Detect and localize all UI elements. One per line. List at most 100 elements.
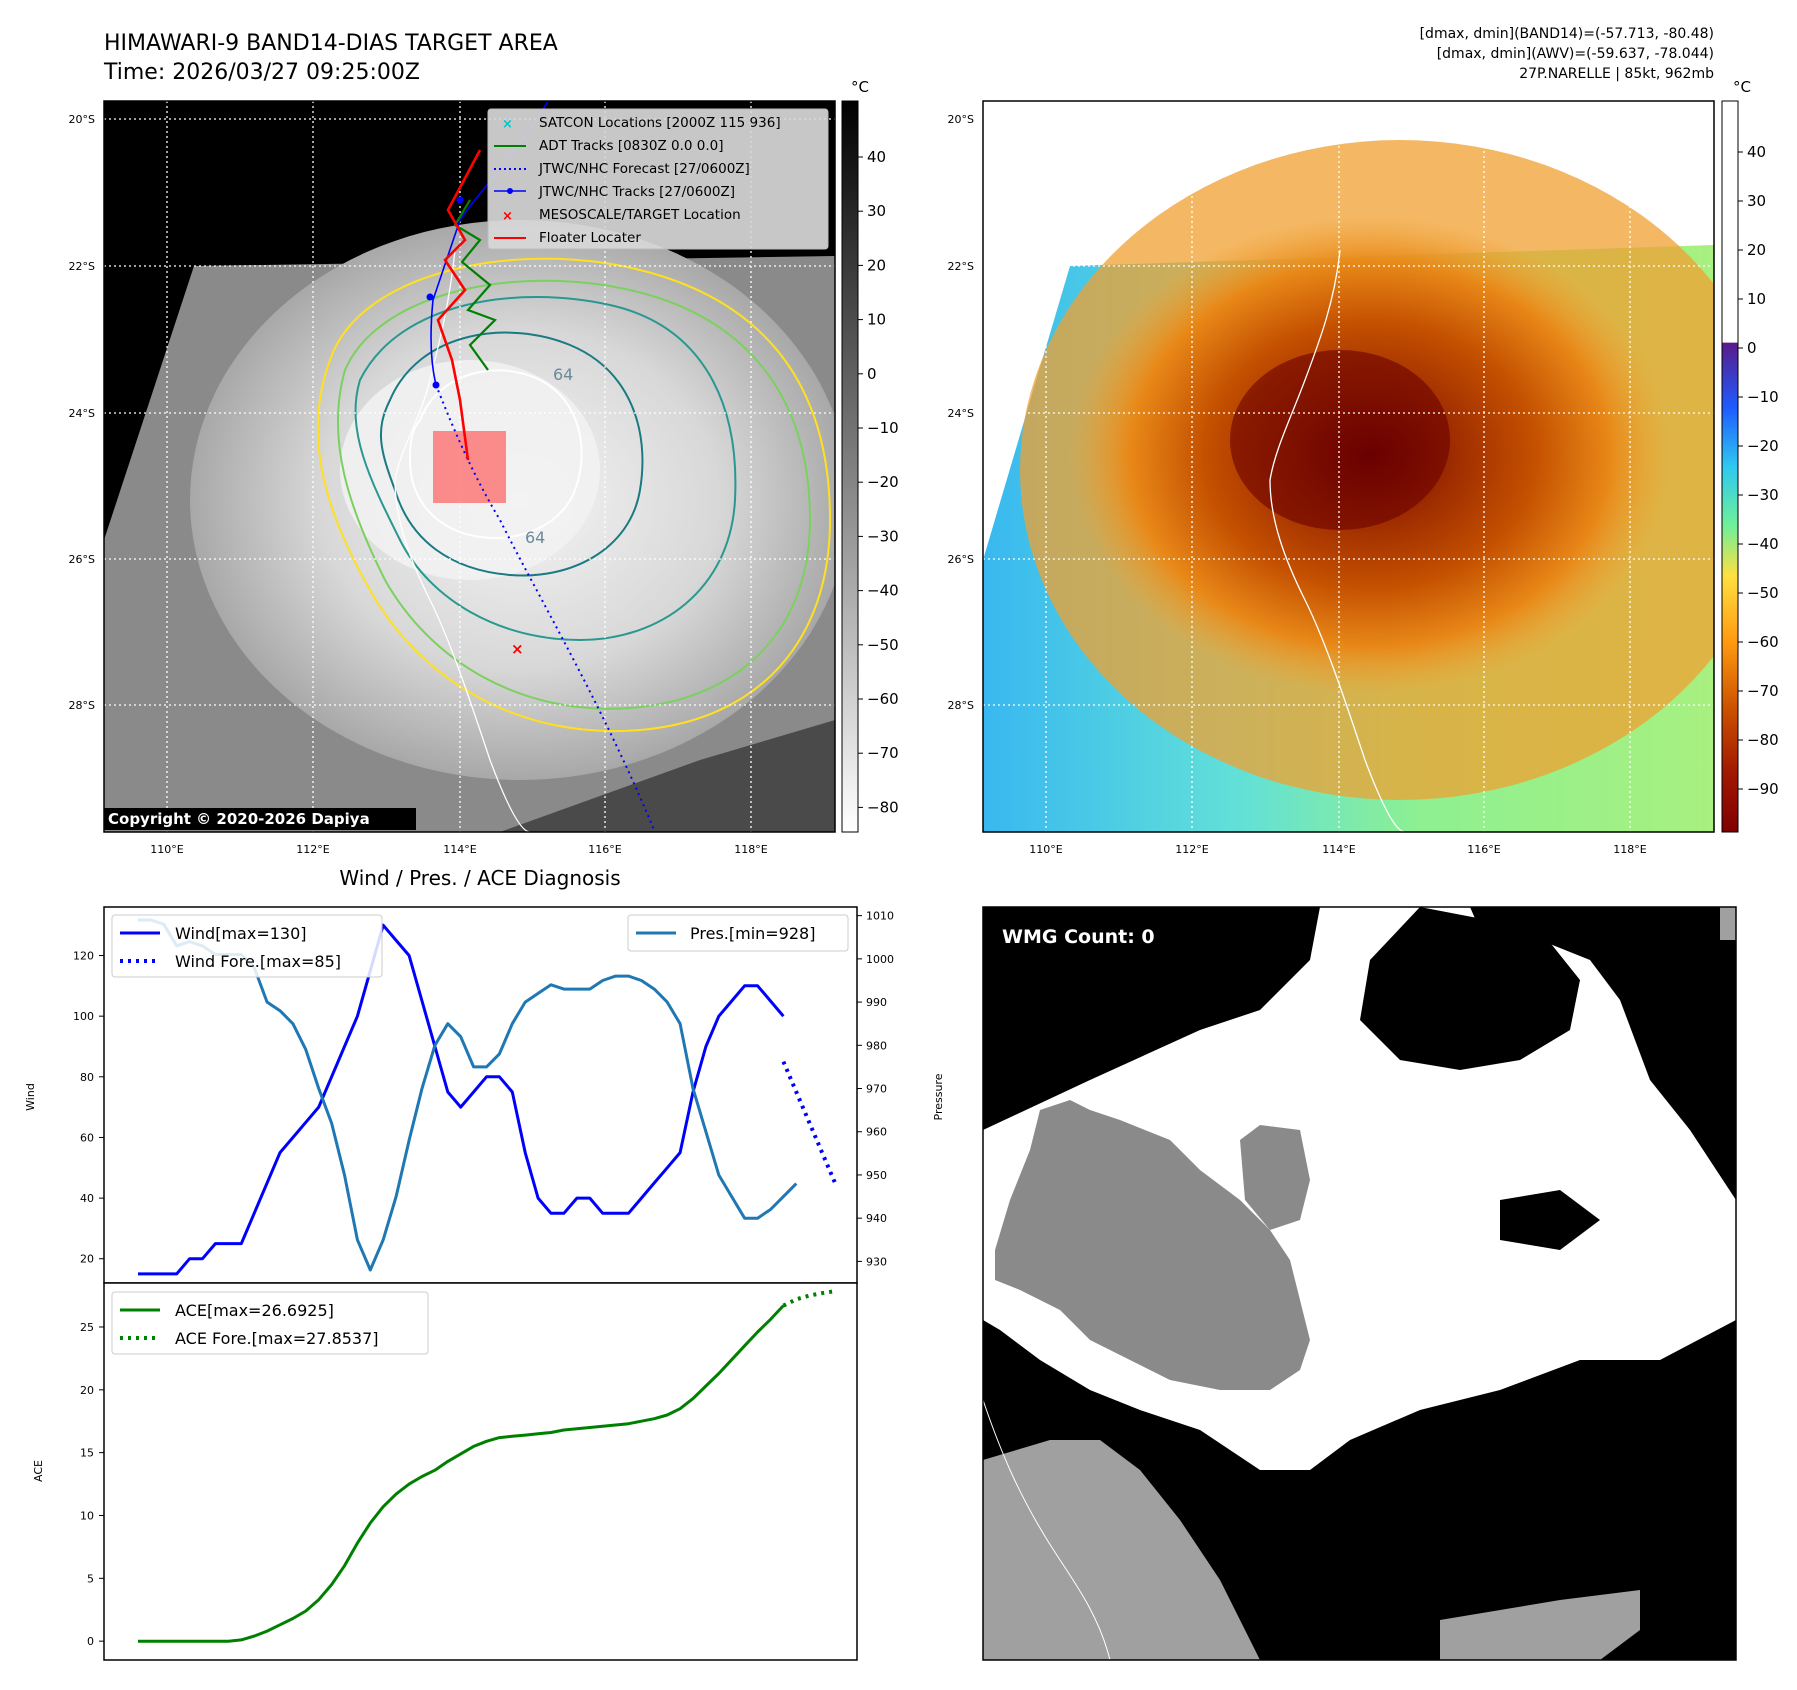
wind-tick-label: 20 bbox=[80, 1253, 94, 1266]
legend-pres-label: Pres.[min=928] bbox=[690, 924, 815, 943]
colorbar2-tick-label: −40 bbox=[1747, 535, 1779, 553]
jtwc-forecast-line bbox=[435, 384, 656, 832]
colorbar2-tick-label: 30 bbox=[1747, 192, 1766, 210]
colorbar2-tick-label: −90 bbox=[1747, 780, 1779, 798]
map1-lat-label: 26°S bbox=[69, 553, 95, 566]
pres-tick-label: 1010 bbox=[866, 910, 894, 923]
map2-lon-labels: 110°E 112°E 114°E 116°E 118°E bbox=[1029, 843, 1646, 856]
wmg-gray-region-southeast bbox=[1440, 1590, 1640, 1660]
pres-tick-label: 930 bbox=[866, 1255, 887, 1268]
legend-label-forecast: JTWC/NHC Forecast [27/0600Z] bbox=[538, 161, 750, 177]
colorbar1-tick-label: 0 bbox=[867, 365, 877, 383]
pres-y-ticks: 930 940 950 960 970 980 990 1000 1010 bbox=[857, 910, 894, 1268]
ace-tick-label: 0 bbox=[87, 1635, 94, 1648]
map2-lat-label: 28°S bbox=[948, 699, 974, 712]
wind-tick-label: 120 bbox=[73, 950, 94, 963]
series-ace-line bbox=[138, 1304, 785, 1643]
wmg-panel bbox=[983, 907, 1736, 1660]
wmg-black-hole-north bbox=[1360, 907, 1580, 1070]
ace-tick-label: 15 bbox=[80, 1447, 94, 1460]
info-line-1: [dmax, dmin](BAND14)=(-57.713, -80.48) bbox=[1420, 26, 1714, 42]
wind-tick-label: 100 bbox=[73, 1010, 94, 1023]
pres-legend: Pres.[min=928] bbox=[627, 914, 849, 952]
ace-legend: ACE[max=26.6925] ACE Fore.[max=27.8537] bbox=[111, 1291, 429, 1355]
colorbar2-tick-label: −70 bbox=[1747, 682, 1779, 700]
pres-tick-label: 950 bbox=[866, 1169, 887, 1182]
map2-lat-label: 24°S bbox=[948, 407, 974, 420]
wmg-gray-corner bbox=[1720, 907, 1736, 940]
legend-label-satcon: SATCON Locations [2000Z 115 936] bbox=[539, 115, 781, 131]
pres-legend-box bbox=[627, 914, 849, 952]
pres-tick-label: 960 bbox=[866, 1126, 887, 1139]
diagnosis-title: Wind / Pres. / ACE Diagnosis bbox=[339, 866, 620, 890]
wmg-count-badge bbox=[993, 921, 1173, 951]
pres-tick-label: 990 bbox=[866, 996, 887, 1009]
wmg-coastline bbox=[983, 1399, 1111, 1660]
colorbar1 bbox=[841, 100, 859, 833]
legend-wind-label: Wind[max=130] bbox=[175, 924, 307, 943]
map1-frame bbox=[103, 100, 836, 833]
wind-tick-label: 80 bbox=[80, 1071, 94, 1084]
map1-lon-label: 110°E bbox=[150, 843, 183, 856]
map2-lat-label: 26°S bbox=[948, 553, 974, 566]
legend-wind-fore-label: Wind Fore.[max=85] bbox=[175, 952, 341, 971]
map2-lat-labels: 20°S 22°S 24°S 26°S 28°S bbox=[948, 113, 974, 712]
title-line-2: Time: 2026/03/27 09:25:00Z bbox=[103, 60, 420, 85]
colorbar2-tick-label: −20 bbox=[1747, 437, 1779, 455]
colorbar2-unit: °C bbox=[1733, 78, 1751, 96]
ace-axis-label: ACE bbox=[32, 1460, 45, 1482]
wind-tick-label: 40 bbox=[80, 1192, 94, 1205]
colorbar2-tick-label: 20 bbox=[1747, 241, 1766, 259]
map1-legend: × × SATCON Locations [2000Z 115 936] ADT… bbox=[487, 108, 829, 250]
wind-legend-box bbox=[111, 914, 383, 978]
wmg-count-label: WMG Count: 0 bbox=[1002, 926, 1155, 948]
map1-contour-green bbox=[336, 279, 812, 710]
map1-lat-label: 22°S bbox=[69, 260, 95, 273]
wmg-gray-region-mid bbox=[1240, 1125, 1310, 1230]
colorbar1-tick-label: 20 bbox=[867, 256, 886, 274]
map1-lon-labels: 110°E 112°E 114°E 116°E 118°E bbox=[150, 843, 767, 856]
map2-lon-label: 114°E bbox=[1322, 843, 1355, 856]
map1-lat-label: 24°S bbox=[69, 407, 95, 420]
colorbar1-tick-label: −50 bbox=[867, 636, 899, 654]
map2-eyewall bbox=[1230, 350, 1450, 530]
map1-lon-label: 118°E bbox=[734, 843, 767, 856]
jtwc-track-point-1 bbox=[456, 196, 464, 204]
ace-legend-box bbox=[111, 1291, 429, 1355]
ace-tick-label: 10 bbox=[80, 1509, 94, 1522]
pres-tick-label: 940 bbox=[866, 1212, 887, 1225]
wmg-gray-region-west bbox=[995, 1100, 1310, 1390]
colorbar1-tick-label: −10 bbox=[867, 419, 899, 437]
map1-lat-label: 28°S bbox=[69, 699, 95, 712]
map1-coastline bbox=[394, 249, 531, 832]
colorbar2-tick-label: −80 bbox=[1747, 731, 1779, 749]
map1-lon-label: 116°E bbox=[588, 843, 621, 856]
map2-lat-label: 20°S bbox=[948, 113, 974, 126]
wind-tick-label: 60 bbox=[80, 1131, 94, 1144]
colorbar1-tick-label: 40 bbox=[867, 148, 886, 166]
pressure-axis-label: Pressure bbox=[932, 1073, 945, 1120]
legend-label-floater: Floater Locater bbox=[539, 230, 641, 246]
ace-y-ticks: 0 5 10 15 20 25 bbox=[80, 1321, 104, 1648]
map2-lat-label: 22°S bbox=[948, 260, 974, 273]
colorbar2-tick-label: 0 bbox=[1747, 339, 1757, 357]
series-ace-fore-line bbox=[782, 1289, 836, 1308]
wmg-frame bbox=[982, 906, 1737, 1661]
wind-legend: Wind[max=130] Wind Fore.[max=85] bbox=[111, 914, 383, 978]
ace-tick-label: 25 bbox=[80, 1321, 94, 1334]
wmg-gray-region-south bbox=[983, 1440, 1260, 1660]
map1-lon-label: 114°E bbox=[443, 843, 476, 856]
colorbar1-tick-label: −20 bbox=[867, 473, 899, 491]
ace-tick-label: 5 bbox=[87, 1572, 94, 1585]
map2-frame bbox=[982, 100, 1715, 833]
jtwc-track-point-2 bbox=[426, 293, 434, 301]
enhanced-ir-map-panel bbox=[983, 101, 1714, 832]
contour-label-a: 64 bbox=[553, 365, 573, 384]
legend-label-adt: ADT Tracks [0830Z 0.0 0.0] bbox=[539, 138, 723, 154]
wind-y-ticks: 20 40 60 80 100 120 bbox=[73, 950, 104, 1266]
copyright-text: Copyright © 2020-2026 Dapiya bbox=[108, 810, 370, 828]
legend-satcon-marker: × bbox=[502, 117, 513, 132]
colorbar1-tick-label: 30 bbox=[867, 202, 886, 220]
colorbar2-tick-label: −10 bbox=[1747, 388, 1779, 406]
